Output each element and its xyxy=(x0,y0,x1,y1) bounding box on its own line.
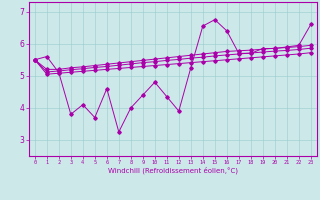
X-axis label: Windchill (Refroidissement éolien,°C): Windchill (Refroidissement éolien,°C) xyxy=(108,167,238,174)
